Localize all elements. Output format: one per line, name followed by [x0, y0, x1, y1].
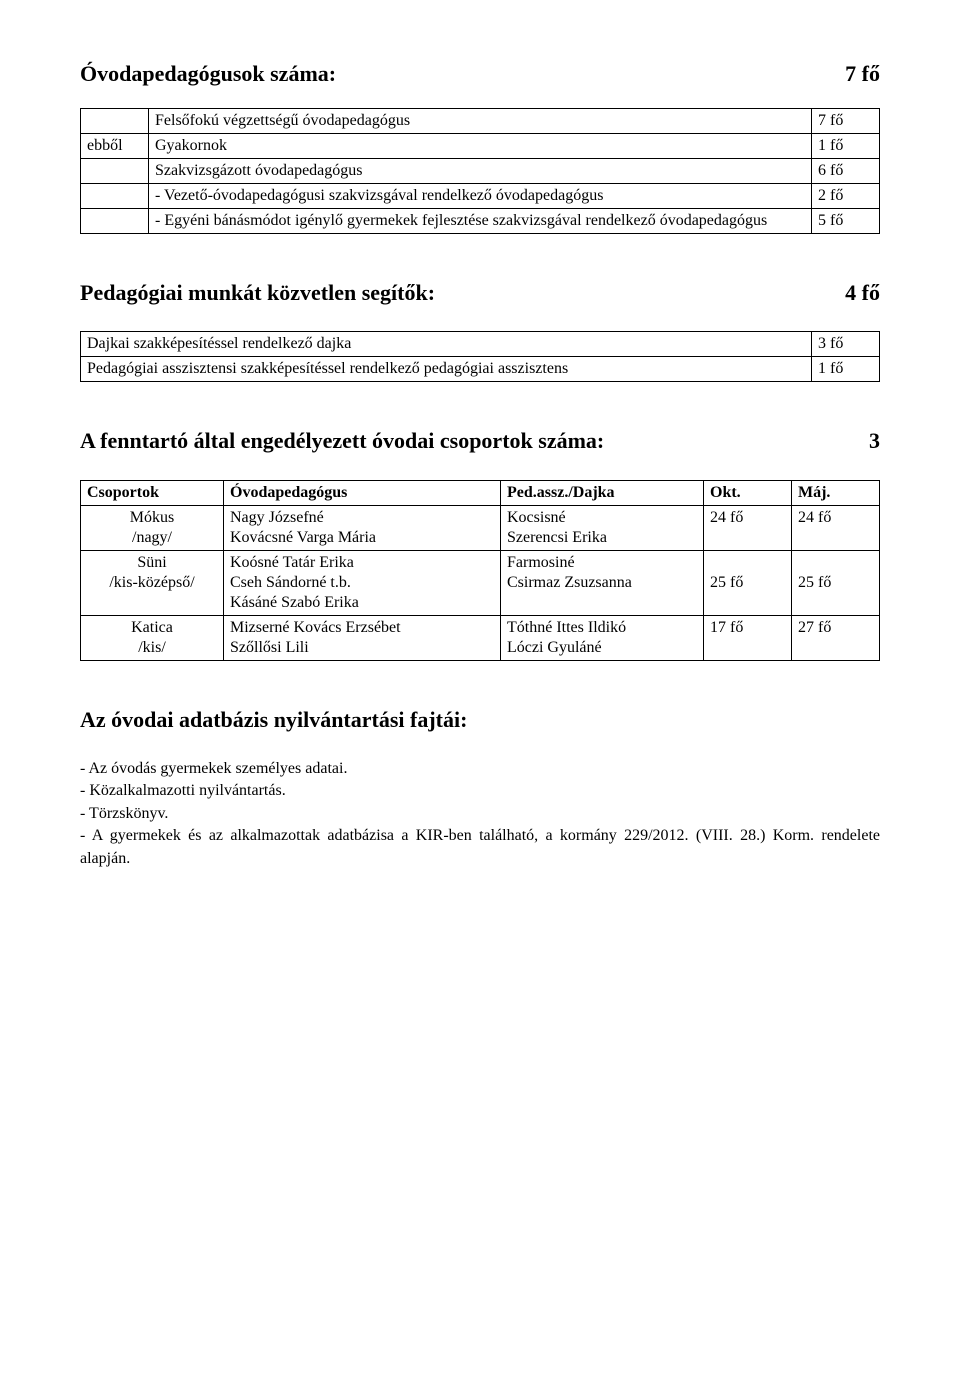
table-row: - Vezető-óvodapedagógusi szakvizsgával r… [81, 183, 880, 208]
cell: Tóthné Ittes Ildikó Lóczi Gyuláné [501, 615, 704, 660]
table-row: Süni /kis-középső/ Koósné Tatár Erika Cs… [81, 550, 880, 615]
section-label: Az óvodai adatbázis nyilvántartási fajtá… [80, 707, 467, 732]
cell: 1 fő [812, 357, 880, 382]
cell: - Egyéni bánásmódot igénylő gyermekek fe… [149, 208, 812, 233]
cell: Nagy Józsefné Kovácsné Varga Mária [224, 505, 501, 550]
table-row: Mókus /nagy/ Nagy Józsefné Kovácsné Varg… [81, 505, 880, 550]
header-cell: Okt. [704, 480, 792, 505]
cell: Süni /kis-középső/ [81, 550, 224, 615]
table-header-row: Csoportok Óvodapedagógus Ped.assz./Dajka… [81, 480, 880, 505]
cell [81, 158, 149, 183]
cell: Katica /kis/ [81, 615, 224, 660]
cell: 25 fő [792, 550, 880, 615]
cell: 27 fő [792, 615, 880, 660]
section-helpers-title: Pedagógiai munkát közvetlen segítők: 4 f… [80, 279, 880, 307]
header-cell: Óvodapedagógus [224, 480, 501, 505]
table-row: Katica /kis/ Mizserné Kovács Erzsébet Sz… [81, 615, 880, 660]
section-label: Pedagógiai munkát közvetlen segítők: [80, 279, 435, 307]
cell: - Vezető-óvodapedagógusi szakvizsgával r… [149, 183, 812, 208]
table-row: Szakvizsgázott óvodapedagógus 6 fő [81, 158, 880, 183]
table-row: Pedagógiai asszisztensi szakképesítéssel… [81, 357, 880, 382]
cell: 25 fő [704, 550, 792, 615]
list-item: - Közalkalmazotti nyilvántartás. [80, 780, 880, 802]
cell: Mókus /nagy/ [81, 505, 224, 550]
cell [81, 108, 149, 133]
cell: Farmosiné Csirmaz Zsuzsanna [501, 550, 704, 615]
cell: 2 fő [812, 183, 880, 208]
table-row: Dajkai szakképesítéssel rendelkező dajka… [81, 332, 880, 357]
list-item: - Az óvodás gyermekek személyes adatai. [80, 758, 880, 780]
header-cell: Ped.assz./Dajka [501, 480, 704, 505]
header-cell: Máj. [792, 480, 880, 505]
cell: 24 fő [704, 505, 792, 550]
title-label: Óvodapedagógusok száma: [80, 60, 336, 88]
helpers-table: Dajkai szakképesítéssel rendelkező dajka… [80, 331, 880, 382]
cell: Mizserné Kovács Erzsébet Szőllősi Lili [224, 615, 501, 660]
cell: ebből [81, 133, 149, 158]
list-item: - Törzskönyv. [80, 803, 880, 825]
cell: Kocsisné Szerencsi Erika [501, 505, 704, 550]
cell: 24 fő [792, 505, 880, 550]
cell: Pedagógiai asszisztensi szakképesítéssel… [81, 357, 812, 382]
cell: 17 fő [704, 615, 792, 660]
cell: 7 fő [812, 108, 880, 133]
cell: Dajkai szakképesítéssel rendelkező dajka [81, 332, 812, 357]
section-value: 3 [869, 427, 880, 455]
section-groups-title: A fenntartó által engedélyezett óvodai c… [80, 427, 880, 455]
cell: Felsőfokú végzettségű óvodapedagógus [149, 108, 812, 133]
table-row: Felsőfokú végzettségű óvodapedagógus 7 f… [81, 108, 880, 133]
page-title: Óvodapedagógusok száma: 7 fő [80, 60, 880, 88]
cell [81, 183, 149, 208]
header-cell: Csoportok [81, 480, 224, 505]
table-row: ebből Gyakornok 1 fő [81, 133, 880, 158]
cell: 6 fő [812, 158, 880, 183]
cell: 1 fő [812, 133, 880, 158]
cell: Gyakornok [149, 133, 812, 158]
section-value: 4 fő [845, 279, 880, 307]
staff-table: Felsőfokú végzettségű óvodapedagógus 7 f… [80, 108, 880, 234]
section-label: A fenntartó által engedélyezett óvodai c… [80, 427, 604, 455]
title-value: 7 fő [845, 60, 880, 88]
groups-table: Csoportok Óvodapedagógus Ped.assz./Dajka… [80, 480, 880, 661]
list-item: - A gyermekek és az alkalmazottak adatbá… [80, 825, 880, 870]
section-database-title: Az óvodai adatbázis nyilvántartási fajtá… [80, 706, 880, 734]
table-row: - Egyéni bánásmódot igénylő gyermekek fe… [81, 208, 880, 233]
cell: 3 fő [812, 332, 880, 357]
cell: Koósné Tatár Erika Cseh Sándorné t.b. Ká… [224, 550, 501, 615]
cell [81, 208, 149, 233]
cell: 5 fő [812, 208, 880, 233]
database-list: - Az óvodás gyermekek személyes adatai. … [80, 758, 880, 870]
cell: Szakvizsgázott óvodapedagógus [149, 158, 812, 183]
